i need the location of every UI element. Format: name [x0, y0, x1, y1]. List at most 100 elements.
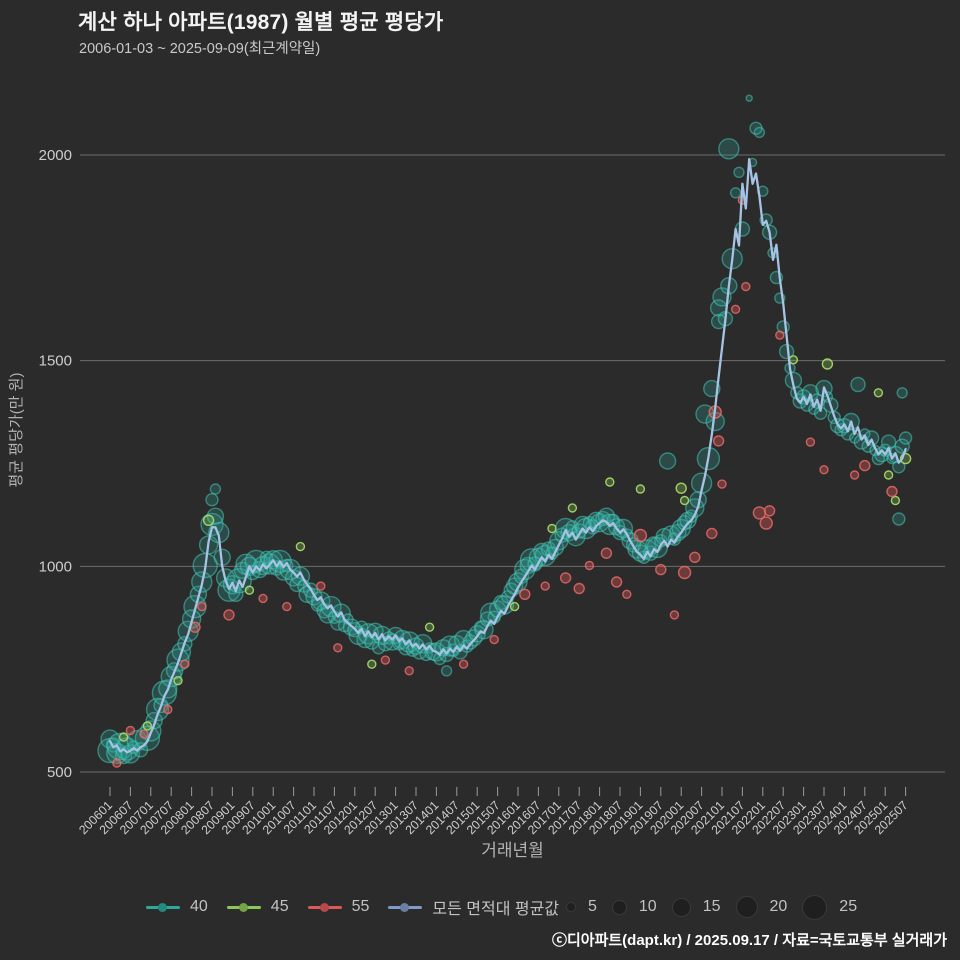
- scatter-point[interactable]: [610, 576, 623, 588]
- scatter-point[interactable]: [295, 541, 306, 552]
- scatter-point[interactable]: [821, 358, 834, 370]
- size-dot-icon: [611, 899, 627, 915]
- scatter-point[interactable]: [424, 622, 435, 632]
- scatter-point[interactable]: [886, 485, 898, 498]
- scatter-point[interactable]: [206, 507, 225, 525]
- scatter-point[interactable]: [600, 547, 613, 559]
- scatter-point[interactable]: [679, 495, 690, 506]
- scatter-point[interactable]: [333, 643, 343, 653]
- scatter-point[interactable]: [559, 572, 572, 584]
- scatter-point[interactable]: [605, 477, 615, 487]
- scatter-point[interactable]: [367, 659, 377, 669]
- scatter-point[interactable]: [173, 676, 183, 686]
- scatter-point[interactable]: [316, 581, 326, 591]
- scatter-point[interactable]: [805, 437, 816, 447]
- scatter-point[interactable]: [118, 732, 129, 742]
- size-legend-item: 25: [802, 894, 858, 920]
- legend-item-55[interactable]: 55: [307, 898, 370, 916]
- size-legend-item: 10: [611, 898, 657, 916]
- scatter-point[interactable]: [898, 431, 913, 445]
- scatter-point[interactable]: [282, 601, 292, 612]
- scatter-point[interactable]: [890, 495, 901, 506]
- scatter-point[interactable]: [712, 435, 725, 447]
- scatter-point[interactable]: [753, 126, 766, 139]
- scatter-point[interactable]: [202, 514, 215, 526]
- scatter-point[interactable]: [567, 503, 578, 513]
- scatter-point[interactable]: [622, 589, 632, 599]
- scatter-point[interactable]: [205, 493, 219, 507]
- scatter-point[interactable]: [788, 355, 799, 365]
- scatter-point[interactable]: [635, 484, 646, 494]
- size-dot-icon: [566, 902, 576, 912]
- scatter-point[interactable]: [745, 94, 753, 102]
- scatter-point[interactable]: [112, 758, 122, 768]
- date-range-subtitle: 2006-01-03 ~ 2025-09-09(최근계약일): [79, 41, 321, 57]
- scatter-point[interactable]: [729, 187, 742, 199]
- scatter-point[interactable]: [584, 560, 595, 571]
- scatter-point[interactable]: [718, 138, 740, 160]
- scatter-point[interactable]: [892, 512, 906, 526]
- scatter-point[interactable]: [209, 483, 222, 495]
- legend-item-45[interactable]: 45: [226, 898, 289, 916]
- scatter-point[interactable]: [733, 166, 745, 179]
- scatter-point[interactable]: [380, 655, 391, 665]
- scatter-point[interactable]: [759, 516, 773, 530]
- scatter-point[interactable]: [741, 281, 751, 292]
- scatter-point[interactable]: [440, 665, 453, 677]
- size-dot-icon: [802, 894, 828, 920]
- y-axis-title: 평균 평당가(만 원): [8, 372, 25, 488]
- scatter-point[interactable]: [163, 704, 173, 715]
- scatter-point[interactable]: [730, 304, 741, 314]
- size-legend-label: 10: [638, 898, 657, 915]
- source-credit: ⓒ디아파트(dapt.kr) / 2025.09.17 / 자료=국토교통부 실…: [551, 932, 947, 949]
- scatter-point[interactable]: [849, 470, 860, 480]
- scatter-point[interactable]: [775, 330, 785, 340]
- scatter-point[interactable]: [859, 459, 871, 472]
- legend-swatch-icon: [226, 902, 261, 913]
- legend-item-모든-면적대-평균값[interactable]: 모든 면적대 평균값: [388, 895, 559, 919]
- scatter-point[interactable]: [763, 505, 776, 517]
- x-axis-title: 거래년월: [481, 841, 544, 860]
- scatter-point[interactable]: [669, 610, 680, 620]
- scatter-point[interactable]: [509, 601, 520, 612]
- scatter-point[interactable]: [223, 609, 235, 621]
- scatter-point[interactable]: [689, 551, 701, 563]
- legend-item-40[interactable]: 40: [146, 898, 208, 916]
- scatter-point[interactable]: [633, 528, 648, 543]
- y-tick-label: 2000: [39, 147, 72, 164]
- scatter-point[interactable]: [540, 581, 550, 591]
- scatter-point[interactable]: [658, 452, 677, 470]
- scatter-point[interactable]: [873, 388, 884, 398]
- size-legend-label: 15: [702, 898, 721, 915]
- price-scatter-chart: 5001000150020002006012006072007012007072…: [39, 94, 945, 837]
- scatter-point[interactable]: [458, 659, 469, 669]
- scatter-point[interactable]: [139, 729, 149, 739]
- legend-label: 55: [351, 898, 370, 915]
- scatter-point[interactable]: [404, 666, 414, 676]
- scatter-point[interactable]: [519, 588, 531, 600]
- size-legend-label: 25: [839, 898, 858, 915]
- scatter-point[interactable]: [677, 565, 692, 580]
- y-tick-label: 1500: [39, 353, 72, 370]
- y-tick-label: 1000: [39, 558, 72, 575]
- scatter-point[interactable]: [706, 527, 718, 540]
- legend-swatch-icon: [146, 902, 180, 913]
- scatter-point[interactable]: [258, 593, 268, 604]
- scatter-point[interactable]: [819, 465, 829, 475]
- page-title: 계산 하나 아파트(1987) 월별 평균 평당가: [78, 11, 444, 34]
- scatter-point[interactable]: [717, 479, 727, 489]
- scatter-point[interactable]: [573, 582, 585, 595]
- scatter-point[interactable]: [197, 601, 207, 612]
- scatter-point[interactable]: [180, 659, 190, 669]
- scatter-point[interactable]: [655, 563, 667, 576]
- scatter-point[interactable]: [142, 721, 153, 731]
- scatter-point[interactable]: [244, 585, 255, 595]
- scatter-point[interactable]: [883, 470, 894, 480]
- scatter-point[interactable]: [896, 387, 908, 399]
- y-tick-label: 500: [47, 764, 72, 781]
- scatter-point[interactable]: [489, 634, 499, 645]
- scatter-point[interactable]: [675, 482, 687, 494]
- scatter-point[interactable]: [850, 376, 866, 393]
- scatter-point[interactable]: [547, 523, 557, 534]
- scatter-point[interactable]: [125, 725, 136, 736]
